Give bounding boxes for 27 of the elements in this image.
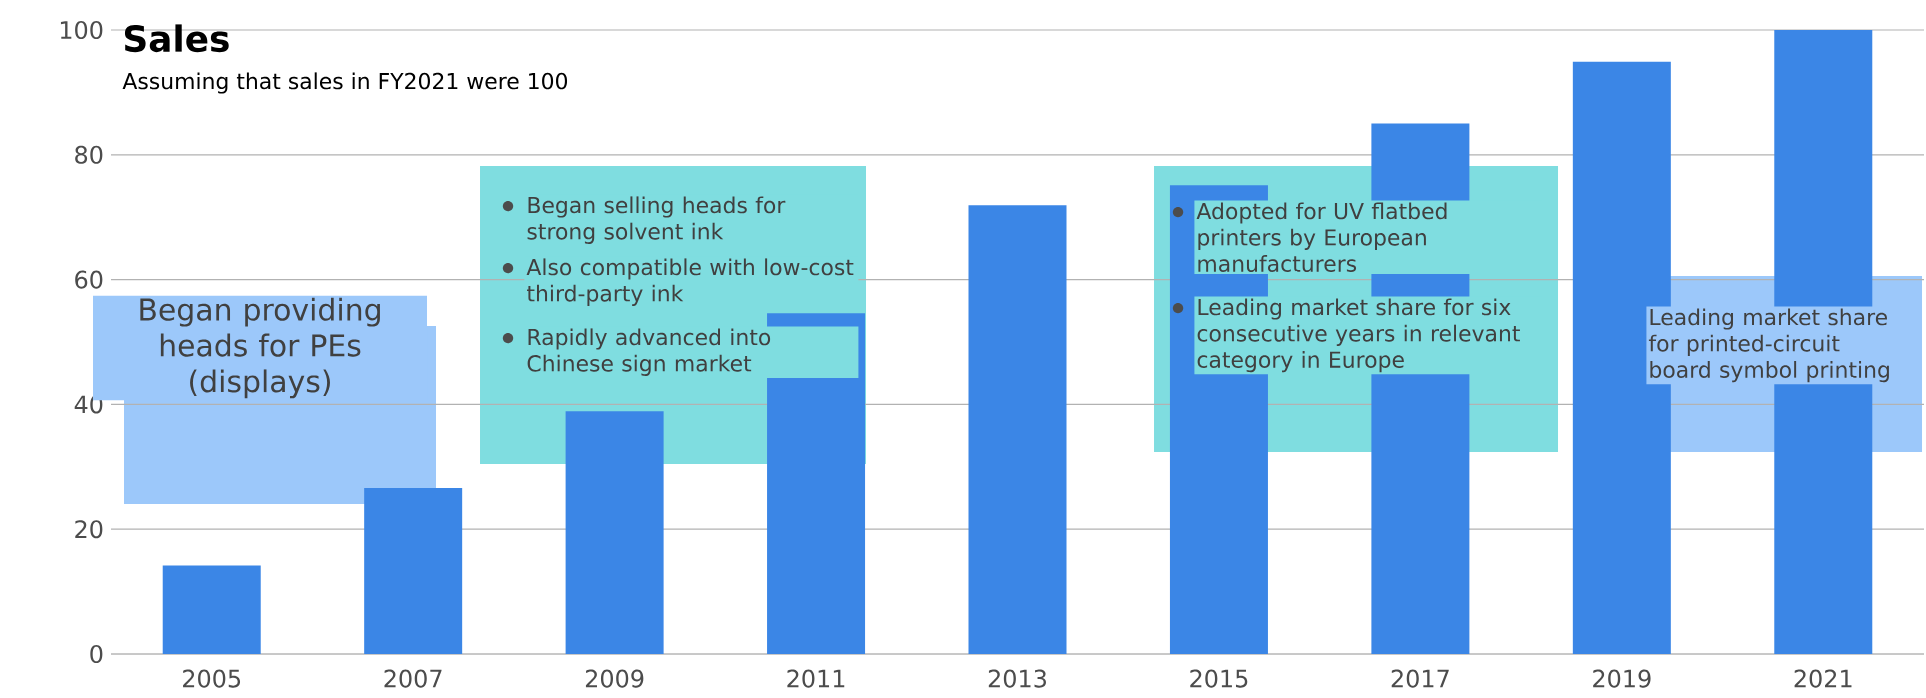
annotation: Also compatible with low-cost third-party ink (526, 258, 854, 306)
bar (565, 411, 664, 654)
x-tick-label: 2011 (787, 669, 845, 688)
annotation: Adopted for UV flatbed printers by European manufacturers (1196, 202, 1447, 272)
bar (162, 565, 261, 654)
annotation: Leading market share for six consecutive years in relevant category in Europe (1197, 298, 1520, 373)
y-tick-label: 60 (75, 270, 103, 289)
x-tick-label: 2013 (988, 669, 1046, 688)
bar (364, 488, 463, 654)
bar (968, 205, 1067, 654)
x-tick-label: 2007 (384, 669, 442, 688)
annotation: Rapidly advanced into Chinese sign market (527, 328, 771, 376)
x-tick-label: 2015 (1190, 669, 1248, 688)
y-tick-label: 0 (90, 644, 103, 664)
x-tick-label: 2019 (1593, 669, 1651, 688)
x-tick-label: 2021 (1794, 669, 1852, 688)
chart-title: Sales (124, 24, 229, 53)
y-tick-label: 80 (75, 145, 103, 164)
annotation: Leading market share for printed-circuit board symbol printing (1648, 308, 1889, 383)
text: Assuming that sales in FY2021 were 100 (122, 72, 568, 94)
x-tick-label: 2005 (183, 669, 241, 688)
annotation: Began selling heads for strong solvent ink (527, 196, 786, 244)
x-tick-label: 2009 (585, 669, 644, 688)
x-tick-label: 2017 (1391, 669, 1449, 688)
annotation: Began providing heads for PEs (displays) (140, 297, 380, 399)
y-tick-label: 20 (75, 520, 103, 539)
y-tick-label: 100 (60, 20, 103, 40)
